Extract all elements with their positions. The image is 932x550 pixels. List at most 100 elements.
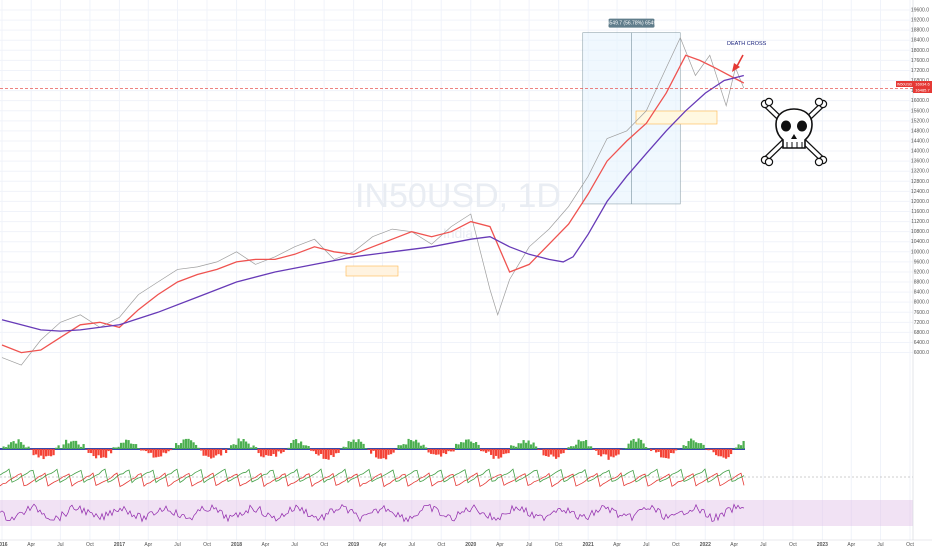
histogram-bar [402, 444, 405, 449]
histogram-bar [297, 443, 300, 449]
histogram-bar [237, 438, 240, 449]
x-tick-label: Jul [57, 542, 63, 548]
oscillator-green-line [0, 468, 745, 484]
histogram-bar [152, 449, 155, 458]
histogram-bar [47, 449, 50, 456]
histogram-bar [250, 447, 253, 449]
y-tick-label: 12000.0 [911, 199, 929, 205]
y-axis-labels: 19600.0 19200.0 18800.0 18400.0 18000.0 17600… [911, 8, 929, 357]
histogram-bar [162, 449, 165, 453]
histogram-bar [147, 449, 150, 454]
histogram-bar [415, 439, 418, 449]
histogram-bar [205, 449, 208, 456]
histogram-bar [427, 449, 430, 453]
histogram-bar [672, 449, 675, 454]
histogram-bar [660, 449, 663, 458]
histogram-bar [62, 444, 65, 449]
histogram-bar [385, 449, 388, 460]
histogram-bar [722, 449, 725, 458]
histogram-bar [127, 440, 130, 449]
y-tick-label: 14400.0 [911, 138, 929, 144]
histogram-bar [310, 449, 313, 451]
histogram-bar [375, 449, 378, 458]
x-tick-label: 2020 [465, 542, 476, 548]
rsi-band [0, 500, 913, 526]
histogram-bar [142, 449, 145, 451]
histogram-bar [437, 449, 440, 455]
histogram-bar [607, 449, 610, 460]
histogram-bar [135, 444, 138, 449]
histogram-bar [90, 449, 93, 454]
histogram-bar [190, 440, 193, 449]
histogram-bar [272, 449, 275, 455]
histogram-bar [295, 439, 298, 449]
histogram-bar [495, 449, 498, 456]
x-tick-label: Oct [555, 542, 563, 548]
histogram-bar [395, 449, 398, 450]
histogram-bar [492, 449, 495, 459]
histogram-bar [667, 449, 670, 459]
histogram-bar [355, 442, 358, 449]
histogram-bar [575, 444, 578, 449]
x-tick-label: Apr [262, 542, 270, 548]
histogram-bar [257, 449, 260, 454]
histogram-bar [482, 449, 485, 452]
histogram-bar [567, 447, 570, 449]
histogram-bar [322, 449, 325, 459]
histogram-bar [592, 449, 595, 450]
measure-label-bg [608, 18, 655, 28]
y-tick-label: 18000.0 [911, 48, 929, 54]
histogram-bar [107, 449, 110, 452]
histogram-bar [530, 444, 533, 449]
histogram-bar [637, 438, 640, 449]
histogram-bar [312, 449, 315, 452]
histogram-bar [117, 446, 120, 449]
histogram-bar [82, 444, 85, 449]
histogram-bar [610, 449, 613, 457]
histogram-bar [720, 449, 723, 457]
histogram-bar [470, 441, 473, 449]
x-tick-label: Jul [409, 542, 415, 548]
histogram-bar [7, 444, 10, 449]
histogram-bar [630, 440, 633, 449]
histogram-bar [240, 441, 243, 449]
histogram-bar [200, 449, 203, 451]
histogram-bar [255, 447, 258, 449]
histogram-bar [550, 449, 553, 455]
indicator-pane-oscillator [0, 468, 913, 488]
histogram-bar [327, 449, 330, 460]
price-tag-current: 16934.6 [915, 82, 930, 87]
histogram-bar [17, 439, 20, 449]
histogram-bar [370, 449, 373, 454]
histogram-bar [140, 449, 143, 451]
histogram-bar [475, 441, 478, 449]
histogram-bar [75, 440, 78, 449]
histogram-bar [615, 449, 618, 456]
histogram-bar [685, 445, 688, 449]
histogram-bar [642, 443, 645, 449]
y-tick-label: 8400.0 [914, 290, 930, 296]
histogram-bar [70, 441, 73, 449]
y-tick-label: 12400.0 [911, 189, 929, 195]
histogram-bar [392, 449, 395, 453]
y-tick-label: 18800.0 [911, 28, 929, 34]
x-tick-label: Oct [672, 542, 680, 548]
indicator-pane-rsi [0, 500, 913, 526]
histogram-bar [50, 449, 53, 457]
histogram-bar [425, 447, 428, 449]
histogram-bar [585, 439, 588, 449]
slow-ma-line [1, 74, 744, 332]
histogram-bar [245, 441, 248, 449]
histogram-bar [397, 445, 400, 449]
histogram-bar [42, 449, 45, 460]
y-tick-label: 17200.0 [911, 68, 929, 74]
histogram-bar [212, 449, 215, 458]
histogram-bar [232, 444, 235, 449]
histogram-bar [510, 445, 513, 449]
histogram-bar [457, 444, 460, 449]
histogram-bar [562, 449, 565, 454]
histogram-bar [2, 446, 5, 449]
histogram-bar [225, 449, 228, 454]
y-tick-label: 10800.0 [911, 229, 929, 235]
histogram-bar [125, 439, 128, 449]
